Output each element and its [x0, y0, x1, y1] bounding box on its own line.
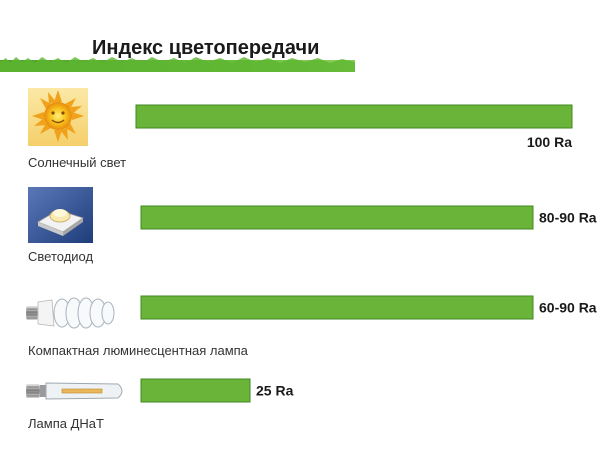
cfl-lamp-icon: [26, 297, 115, 329]
sun-icon: [28, 88, 88, 146]
category-label-1: Солнечный свет: [28, 155, 126, 170]
title-underline-band: [0, 57, 355, 72]
hps-lamp-icon: [26, 382, 123, 400]
bar-3: [140, 295, 534, 320]
bar-1: [135, 104, 573, 129]
value-label-1: 100 Ra: [527, 134, 572, 150]
value-label-2: 80-90 Ra: [539, 210, 597, 226]
bars-group: [135, 104, 573, 403]
value-label-4: 25 Ra: [256, 383, 294, 399]
category-label-3: Компактная люминесцентная лампа: [28, 343, 249, 358]
led-icon: [28, 187, 93, 243]
bar-4: [140, 378, 251, 403]
category-label-4: Лампа ДНаТ: [28, 416, 104, 431]
chart-title: Индекс цветопередачи: [92, 37, 319, 59]
category-label-2: Светодиод: [28, 249, 93, 264]
value-label-3: 60-90 Ra: [539, 300, 597, 316]
labels-group: 100 Ra Солнечный свет 80-90 Ra Светодиод 60-…: [28, 134, 597, 431]
bar-2: [140, 205, 534, 230]
